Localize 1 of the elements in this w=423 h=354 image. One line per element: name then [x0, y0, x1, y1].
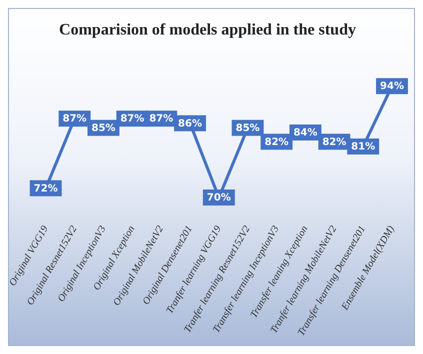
chart-title: Comparision of models applied in the study	[59, 22, 356, 39]
